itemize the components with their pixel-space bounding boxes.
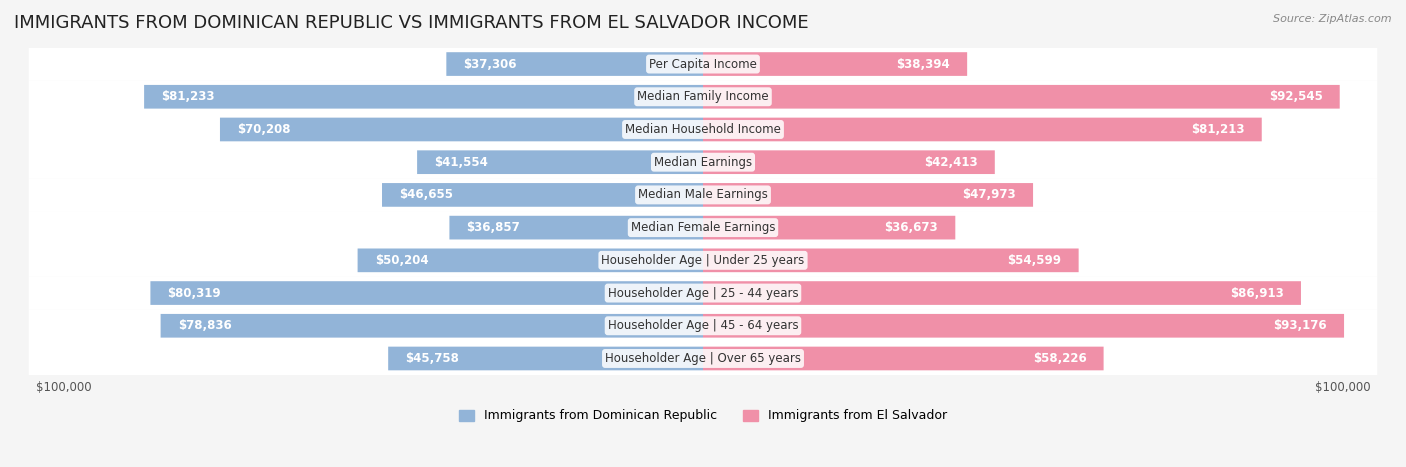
- FancyBboxPatch shape: [28, 146, 1378, 179]
- Text: Householder Age | Under 25 years: Householder Age | Under 25 years: [602, 254, 804, 267]
- FancyBboxPatch shape: [28, 276, 1378, 310]
- Text: $42,413: $42,413: [924, 156, 977, 169]
- Text: $70,208: $70,208: [238, 123, 291, 136]
- Text: $80,319: $80,319: [167, 287, 221, 299]
- Text: $37,306: $37,306: [464, 57, 517, 71]
- FancyBboxPatch shape: [219, 118, 703, 142]
- Text: $41,554: $41,554: [434, 156, 488, 169]
- Text: $50,204: $50,204: [375, 254, 429, 267]
- Text: Median Male Earnings: Median Male Earnings: [638, 188, 768, 201]
- Text: Median Household Income: Median Household Income: [626, 123, 780, 136]
- Text: Median Female Earnings: Median Female Earnings: [631, 221, 775, 234]
- Text: Source: ZipAtlas.com: Source: ZipAtlas.com: [1274, 14, 1392, 24]
- Text: $38,394: $38,394: [896, 57, 950, 71]
- FancyBboxPatch shape: [418, 150, 703, 174]
- Text: $36,673: $36,673: [884, 221, 938, 234]
- Text: $100,000: $100,000: [1315, 381, 1371, 394]
- FancyBboxPatch shape: [703, 314, 1344, 338]
- FancyBboxPatch shape: [28, 211, 1378, 244]
- FancyBboxPatch shape: [28, 244, 1378, 277]
- FancyBboxPatch shape: [703, 52, 967, 76]
- FancyBboxPatch shape: [703, 248, 1078, 272]
- Text: $92,545: $92,545: [1268, 90, 1323, 103]
- FancyBboxPatch shape: [703, 150, 995, 174]
- Text: $46,655: $46,655: [399, 188, 453, 201]
- FancyBboxPatch shape: [28, 178, 1378, 212]
- Text: $81,213: $81,213: [1191, 123, 1244, 136]
- FancyBboxPatch shape: [145, 85, 703, 109]
- FancyBboxPatch shape: [28, 309, 1378, 342]
- Text: $78,836: $78,836: [177, 319, 232, 333]
- Text: Median Family Income: Median Family Income: [637, 90, 769, 103]
- Text: $45,758: $45,758: [405, 352, 460, 365]
- Text: $86,913: $86,913: [1230, 287, 1284, 299]
- Text: IMMIGRANTS FROM DOMINICAN REPUBLIC VS IMMIGRANTS FROM EL SALVADOR INCOME: IMMIGRANTS FROM DOMINICAN REPUBLIC VS IM…: [14, 14, 808, 32]
- FancyBboxPatch shape: [446, 52, 703, 76]
- FancyBboxPatch shape: [28, 80, 1378, 113]
- FancyBboxPatch shape: [28, 113, 1378, 146]
- Text: $100,000: $100,000: [35, 381, 91, 394]
- FancyBboxPatch shape: [357, 248, 703, 272]
- FancyBboxPatch shape: [28, 48, 1378, 81]
- FancyBboxPatch shape: [703, 216, 955, 240]
- FancyBboxPatch shape: [382, 183, 703, 207]
- Text: Per Capita Income: Per Capita Income: [650, 57, 756, 71]
- Text: $58,226: $58,226: [1032, 352, 1087, 365]
- FancyBboxPatch shape: [388, 347, 703, 370]
- Text: Householder Age | 25 - 44 years: Householder Age | 25 - 44 years: [607, 287, 799, 299]
- Text: $36,857: $36,857: [467, 221, 520, 234]
- FancyBboxPatch shape: [28, 342, 1378, 375]
- Text: $93,176: $93,176: [1274, 319, 1327, 333]
- Text: Householder Age | Over 65 years: Householder Age | Over 65 years: [605, 352, 801, 365]
- Text: $47,973: $47,973: [962, 188, 1017, 201]
- FancyBboxPatch shape: [703, 281, 1301, 305]
- FancyBboxPatch shape: [703, 183, 1033, 207]
- Text: Median Earnings: Median Earnings: [654, 156, 752, 169]
- Text: $81,233: $81,233: [162, 90, 215, 103]
- FancyBboxPatch shape: [703, 85, 1340, 109]
- FancyBboxPatch shape: [703, 118, 1261, 142]
- Text: Householder Age | 45 - 64 years: Householder Age | 45 - 64 years: [607, 319, 799, 333]
- FancyBboxPatch shape: [450, 216, 703, 240]
- Legend: Immigrants from Dominican Republic, Immigrants from El Salvador: Immigrants from Dominican Republic, Immi…: [454, 404, 952, 427]
- FancyBboxPatch shape: [150, 281, 703, 305]
- FancyBboxPatch shape: [703, 347, 1104, 370]
- FancyBboxPatch shape: [160, 314, 703, 338]
- Text: $54,599: $54,599: [1008, 254, 1062, 267]
